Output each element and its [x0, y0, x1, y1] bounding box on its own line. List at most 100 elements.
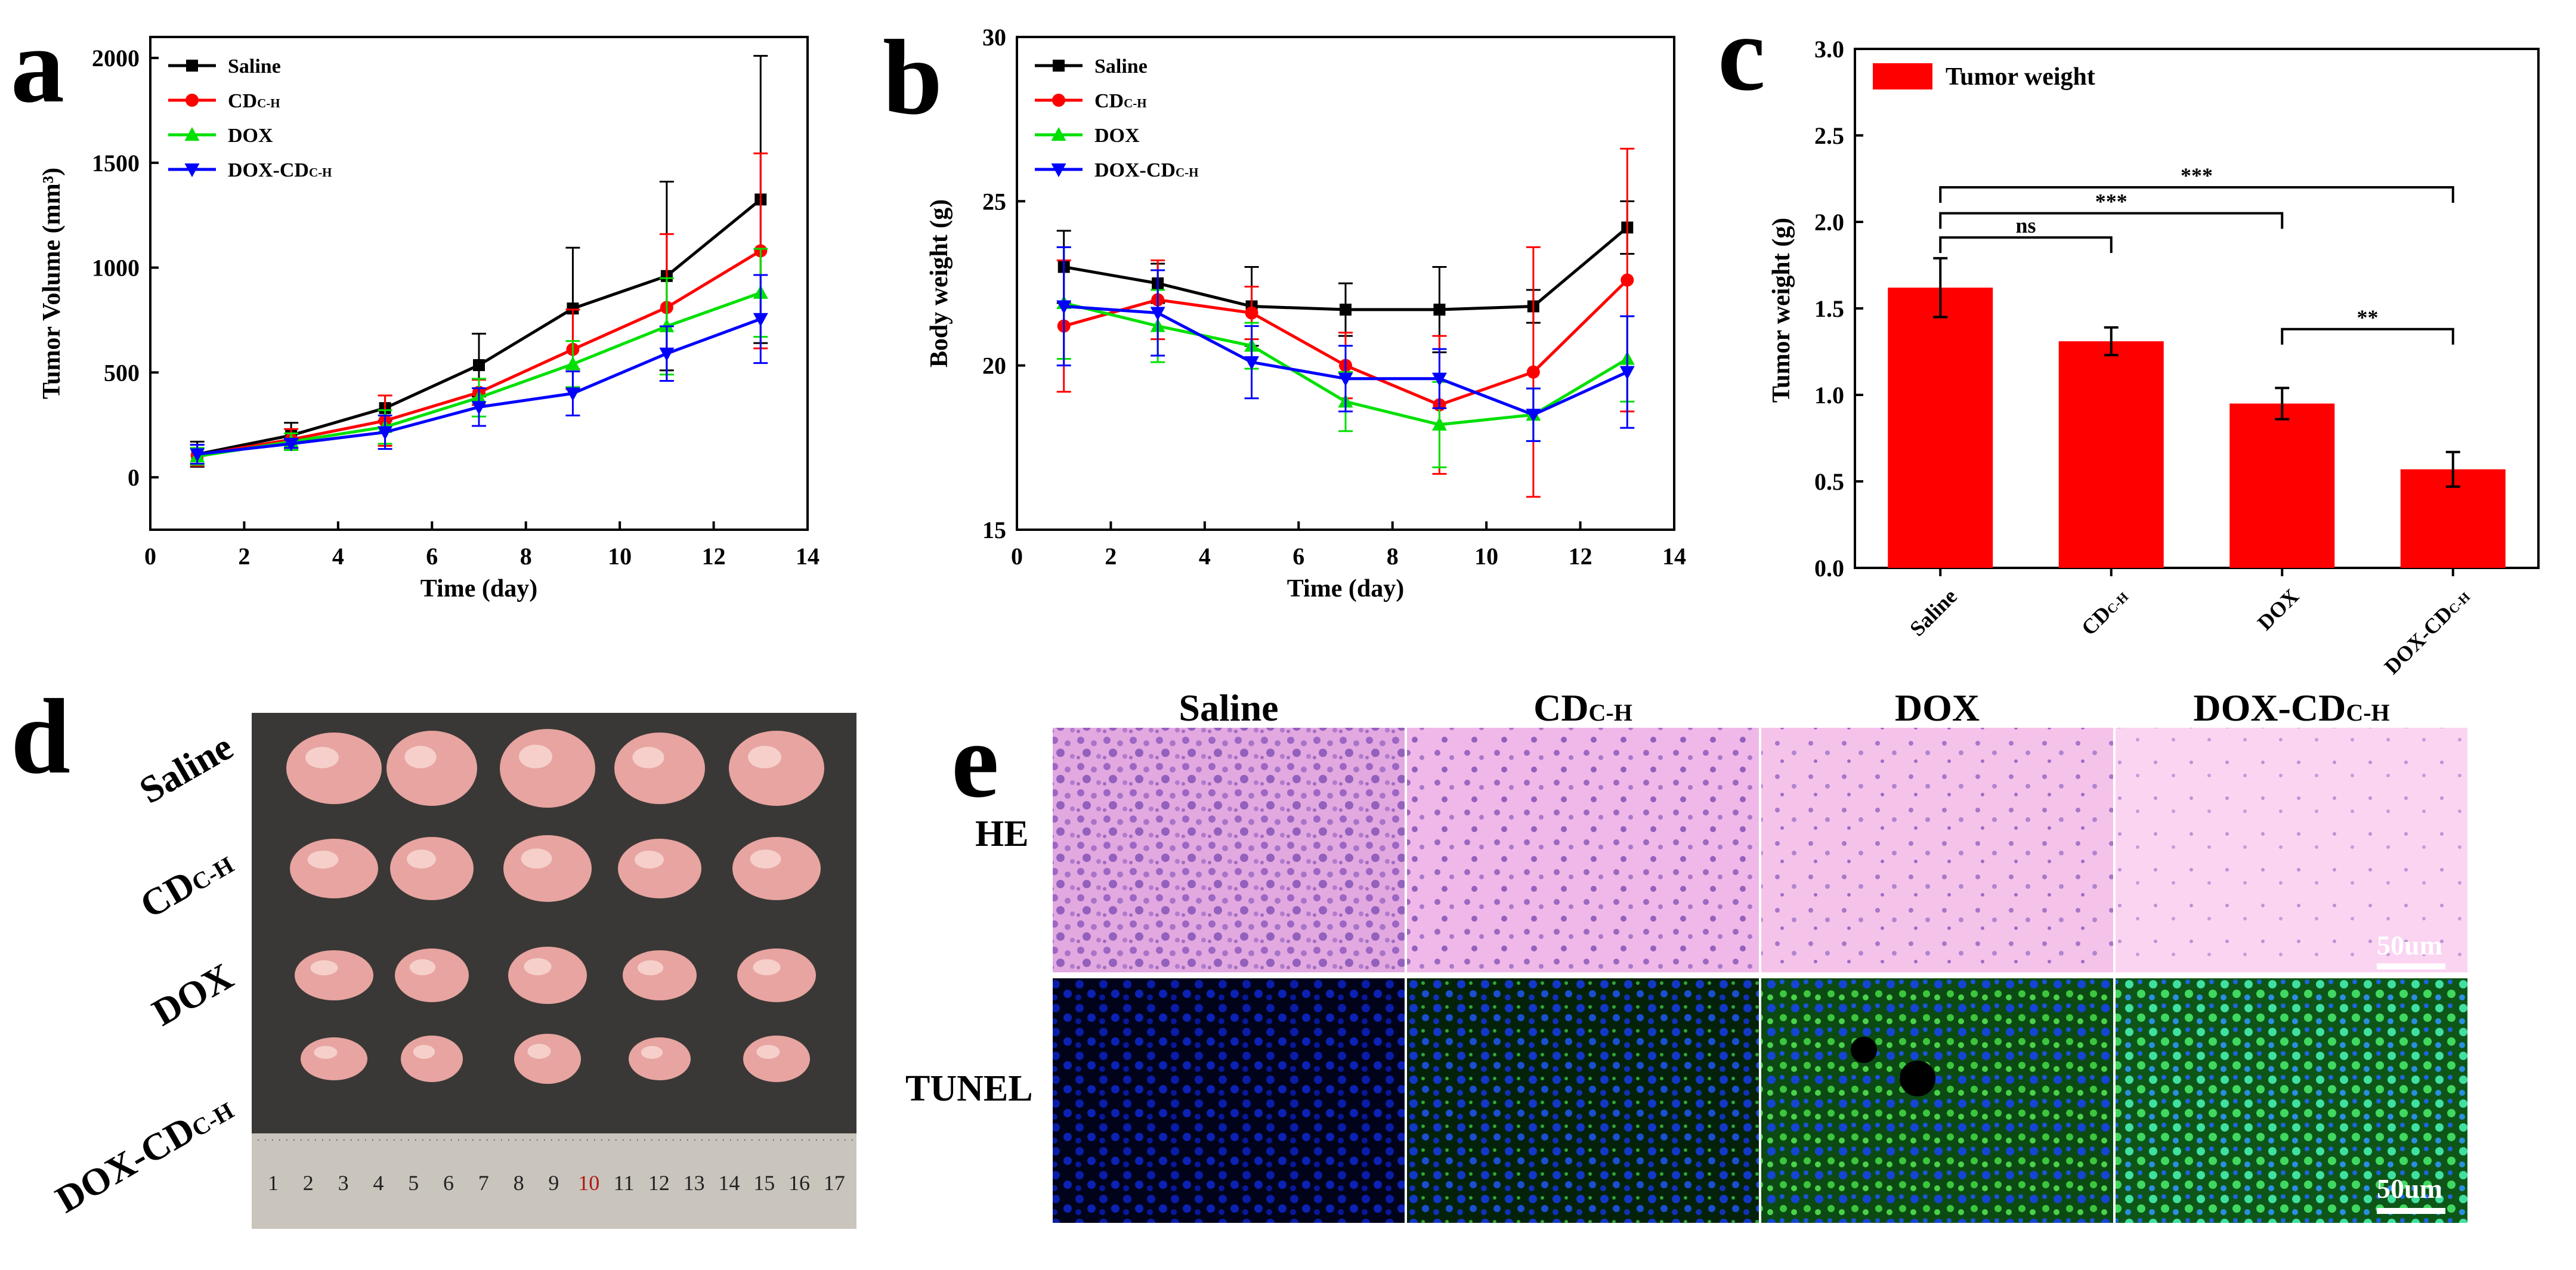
column-header-sub: C-H: [2346, 699, 2389, 726]
tumor: [743, 1036, 810, 1082]
data-point: [1433, 304, 1446, 316]
category-label: DOX-CDC-H: [2380, 584, 2475, 679]
chart-b-y-label: Body weight (g): [926, 199, 953, 367]
tumor: [395, 948, 469, 1002]
panel-d-tumor-photo: 1 2 3 4 5 6 7 8 9 10 11 12 13 14 15 16 17 SalineCDC-HDOX…: [48, 713, 856, 1229]
ruler-number: 5: [408, 1171, 419, 1195]
y-tick-label: 1.5: [1814, 295, 1844, 322]
void: [1900, 1061, 1935, 1096]
y-tick-label: 25: [982, 188, 1006, 215]
chart-a-tumor-volume: 0 2 4 6 8 10 12 14 0 500 1000 1500 2000 Time (day) T…: [38, 36, 820, 602]
ruler-number: 1: [268, 1171, 279, 1195]
x-tick-label: 2: [1105, 543, 1117, 570]
tumor: [301, 1037, 367, 1080]
data-point: [753, 313, 768, 327]
legend-label-main: DOX-CD: [228, 159, 309, 181]
tunel-tile: [1761, 978, 2113, 1223]
chart-a-series: [190, 55, 768, 468]
y-tick-label: 20: [982, 353, 1006, 379]
scale-bar-tunel: 50um: [2377, 1173, 2445, 1214]
ruler-number: 11: [614, 1171, 635, 1195]
category-label: Saline: [1905, 584, 1962, 641]
chart-c-legend-swatch: [1873, 63, 1932, 89]
tumor-highlight: [310, 960, 338, 975]
legend-label-sub: C-H: [257, 96, 280, 110]
ruler-number: 6: [443, 1171, 454, 1195]
panel-letter-a: a: [11, 6, 64, 125]
data-point: [1340, 304, 1352, 316]
y-tick-label: 2000: [92, 45, 140, 72]
column-header-main: DOX-CD: [2193, 687, 2346, 729]
column-header: Saline: [1179, 687, 1278, 729]
row-label-main: Saline: [132, 725, 240, 812]
row-label: DOX: [145, 955, 240, 1034]
chart-a-y-label: Tumor Volume (mm³): [38, 168, 66, 399]
bar: [2229, 403, 2335, 568]
y-tick-label: 1500: [92, 150, 140, 177]
x-tick-label: 14: [796, 543, 820, 570]
chart-c-tumor-weight: 0.00.51.01.52.02.53.0 ns******** Tumor w…: [1768, 36, 2540, 679]
legend-label-main: DOX: [228, 125, 273, 147]
tumor-highlight: [519, 744, 552, 768]
ruler-number: 4: [373, 1171, 384, 1195]
scale-bar-he-label: 50um: [2377, 930, 2442, 960]
he-tile: [1053, 728, 1405, 972]
legend-label-sub: C-H: [1176, 165, 1199, 180]
y-tick-label: 1.0: [1814, 382, 1844, 409]
ruler-number: 17: [824, 1171, 845, 1195]
ruler-number: 8: [514, 1171, 524, 1195]
tumor-highlight: [753, 959, 781, 975]
column-header: DOX-CDC-H: [2193, 687, 2389, 729]
void: [1851, 1037, 1877, 1063]
column-header-main: DOX: [1895, 687, 1980, 729]
y-tick-label: 0: [128, 464, 140, 491]
significance-bracket: [1939, 236, 2113, 254]
chart-c-axes: 0.0 0.5 1.0 1.5 2.0 2.5 3.0: [1814, 36, 2454, 582]
chart-c-category-labels: Saline CDC-H DOX DOX-CDC-H: [1905, 584, 2475, 679]
data-point: [1244, 356, 1260, 370]
bar: [1888, 288, 1993, 568]
column-headers: Saline CDC-H DOX DOX-CDC-H: [1179, 687, 2389, 729]
tumor-highlight: [404, 746, 437, 768]
ruler-number: 2: [303, 1171, 314, 1195]
legend-marker: [184, 163, 200, 177]
micro-tiles: [1053, 728, 2467, 1223]
legend-label-main: Saline: [228, 55, 281, 78]
chart-a-x-label: Time (day): [420, 575, 537, 602]
column-header: CDC-H: [1533, 687, 1632, 729]
chart-c-legend-label: Tumor weight: [1946, 63, 2095, 91]
legend-marker: [185, 94, 199, 107]
tumor-highlight: [748, 746, 781, 768]
row-label: CDC-H: [133, 841, 240, 926]
legend-label-main: CD: [1094, 90, 1124, 112]
x-tick-label: 4: [332, 543, 344, 570]
ruler-number: 15: [753, 1171, 775, 1195]
tumor-highlight: [637, 960, 664, 975]
panel-letter-e: e: [951, 701, 999, 820]
category-label-main: DOX: [2253, 584, 2303, 635]
chart-b-axes: 0 2 4 6 8 10 12 14 15 20 25 30: [982, 24, 1686, 570]
tumor-grid: [286, 729, 824, 1084]
legend-marker: [1053, 60, 1065, 72]
legend-label: Saline: [228, 55, 281, 78]
x-tick-label: 4: [1199, 543, 1211, 570]
tumor-highlight: [305, 747, 339, 768]
tumor-highlight: [527, 1043, 551, 1059]
tumor-highlight: [413, 1045, 435, 1059]
x-tick-label: 6: [426, 543, 438, 570]
significance-label: ns: [2015, 214, 2036, 237]
column-header-sub: C-H: [1589, 699, 1632, 726]
data-point: [471, 401, 487, 415]
ruler-number: 3: [338, 1171, 349, 1195]
y-tick-label: 0.5: [1814, 468, 1844, 495]
tunel-tile: [1053, 978, 1405, 1223]
x-tick-label: 2: [238, 543, 250, 570]
legend-label: DOX: [1094, 125, 1140, 147]
y-tick-label: 1000: [92, 255, 140, 282]
category-label: CDC-H: [2077, 584, 2133, 640]
significance-bracket: [2281, 327, 2454, 345]
category-label: DOX: [2253, 584, 2303, 635]
column-header-main: CD: [1533, 687, 1588, 729]
